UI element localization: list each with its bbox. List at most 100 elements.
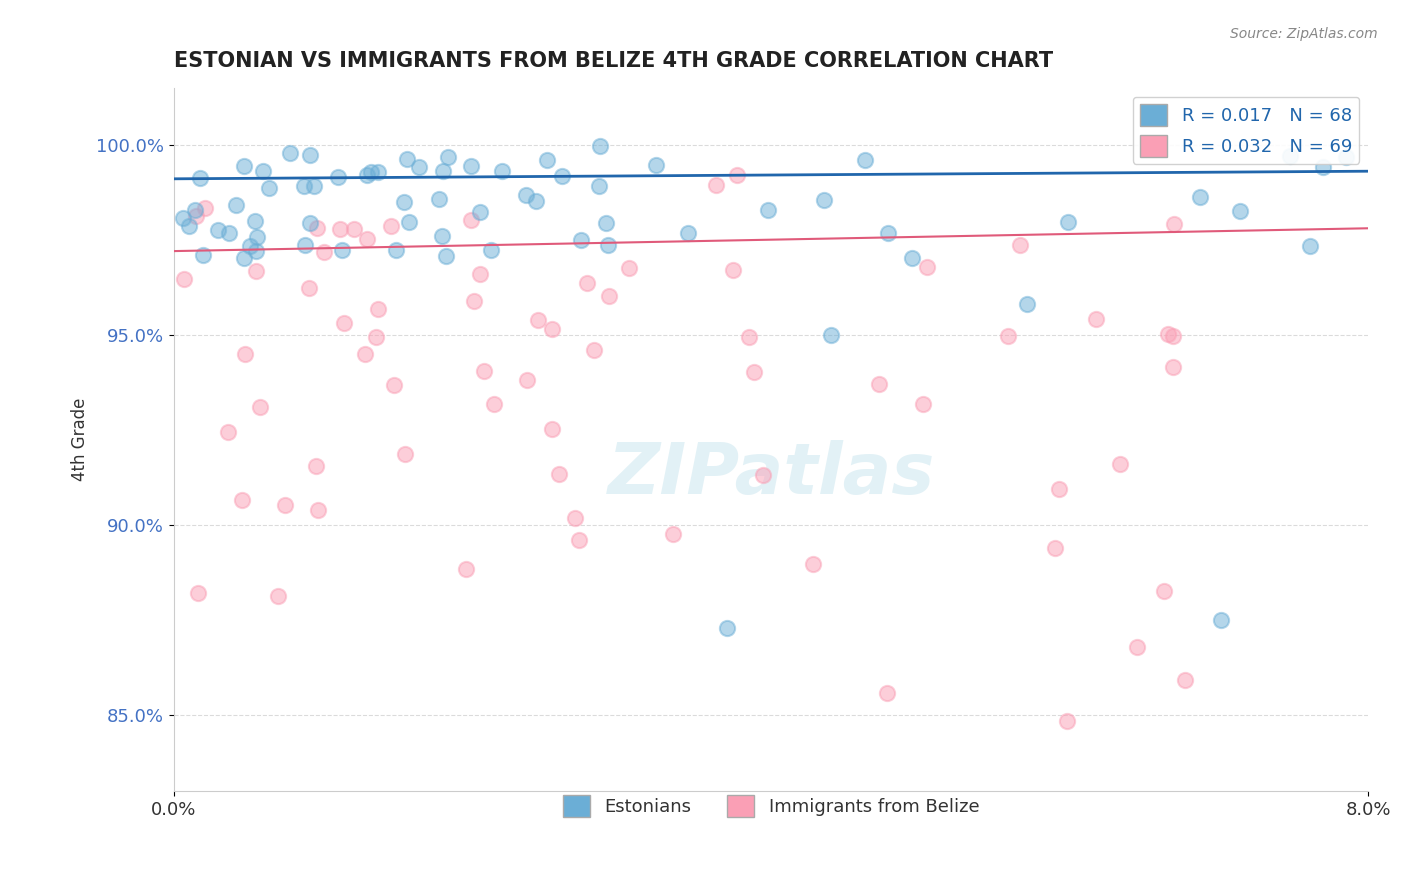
Point xyxy=(463,293,485,308)
Point xyxy=(598,288,620,302)
Point xyxy=(434,249,457,263)
Point xyxy=(479,244,502,258)
Point xyxy=(1157,326,1180,341)
Point xyxy=(1174,673,1197,687)
Point xyxy=(1278,149,1301,163)
Point xyxy=(527,313,550,327)
Point xyxy=(456,562,478,576)
Point xyxy=(398,214,420,228)
Point xyxy=(1008,238,1031,252)
Point xyxy=(432,163,454,178)
Point xyxy=(330,243,353,257)
Point xyxy=(245,214,267,228)
Point xyxy=(408,160,430,174)
Point xyxy=(1085,312,1108,326)
Point xyxy=(482,396,505,410)
Point xyxy=(307,503,329,517)
Point xyxy=(1312,160,1334,174)
Point xyxy=(1209,613,1232,627)
Point xyxy=(704,178,727,193)
Point xyxy=(1126,640,1149,655)
Point xyxy=(564,510,586,524)
Point xyxy=(551,169,574,183)
Point xyxy=(460,213,482,227)
Point xyxy=(1163,218,1185,232)
Point xyxy=(541,422,564,436)
Point xyxy=(274,498,297,512)
Point xyxy=(172,211,194,225)
Point xyxy=(737,330,759,344)
Point xyxy=(1299,239,1322,253)
Point xyxy=(249,400,271,414)
Point xyxy=(1229,204,1251,219)
Text: ZIPatlas: ZIPatlas xyxy=(607,440,935,509)
Point xyxy=(589,139,612,153)
Point xyxy=(294,238,316,252)
Point xyxy=(207,223,229,237)
Point xyxy=(225,198,247,212)
Point xyxy=(540,322,562,336)
Point xyxy=(360,165,382,179)
Point xyxy=(246,230,269,244)
Point xyxy=(661,527,683,541)
Point xyxy=(232,251,254,265)
Point xyxy=(314,244,336,259)
Point xyxy=(302,179,325,194)
Point xyxy=(751,468,773,483)
Point xyxy=(183,202,205,217)
Point xyxy=(1057,215,1080,229)
Text: Source: ZipAtlas.com: Source: ZipAtlas.com xyxy=(1230,27,1378,41)
Point xyxy=(644,158,666,172)
Point xyxy=(217,425,239,440)
Point xyxy=(877,227,900,241)
Point xyxy=(395,153,418,167)
Point xyxy=(333,316,356,330)
Point xyxy=(356,169,378,183)
Point xyxy=(218,226,240,240)
Point xyxy=(437,151,460,165)
Point xyxy=(394,448,416,462)
Point xyxy=(1047,483,1070,497)
Point xyxy=(617,260,640,275)
Point xyxy=(278,145,301,160)
Point xyxy=(367,165,389,179)
Point xyxy=(569,233,592,247)
Point xyxy=(516,373,538,387)
Point xyxy=(173,272,195,286)
Point xyxy=(470,205,492,219)
Point xyxy=(725,168,748,182)
Point xyxy=(1056,714,1078,728)
Point xyxy=(231,493,253,508)
Point xyxy=(1043,541,1066,555)
Point xyxy=(1153,584,1175,599)
Point xyxy=(191,248,214,262)
Point xyxy=(813,194,835,208)
Point xyxy=(917,260,939,275)
Point xyxy=(582,343,605,358)
Point xyxy=(1109,458,1132,472)
Point xyxy=(245,244,267,259)
Point xyxy=(588,179,610,194)
Point xyxy=(298,281,321,295)
Point xyxy=(676,226,699,240)
Point xyxy=(329,222,352,236)
Point xyxy=(384,243,406,257)
Point xyxy=(245,264,267,278)
Point xyxy=(187,586,209,600)
Point xyxy=(595,216,617,230)
Point xyxy=(299,148,322,162)
Point xyxy=(575,277,598,291)
Point xyxy=(267,589,290,603)
Legend: Estonians, Immigrants from Belize: Estonians, Immigrants from Belize xyxy=(555,788,987,824)
Point xyxy=(257,180,280,194)
Point xyxy=(536,153,558,168)
Point xyxy=(299,216,322,230)
Point xyxy=(188,171,211,186)
Point xyxy=(305,459,328,474)
Point xyxy=(801,557,824,571)
Point xyxy=(742,365,765,379)
Point xyxy=(524,194,547,208)
Point xyxy=(876,686,898,700)
Point xyxy=(723,263,745,277)
Point xyxy=(598,238,620,252)
